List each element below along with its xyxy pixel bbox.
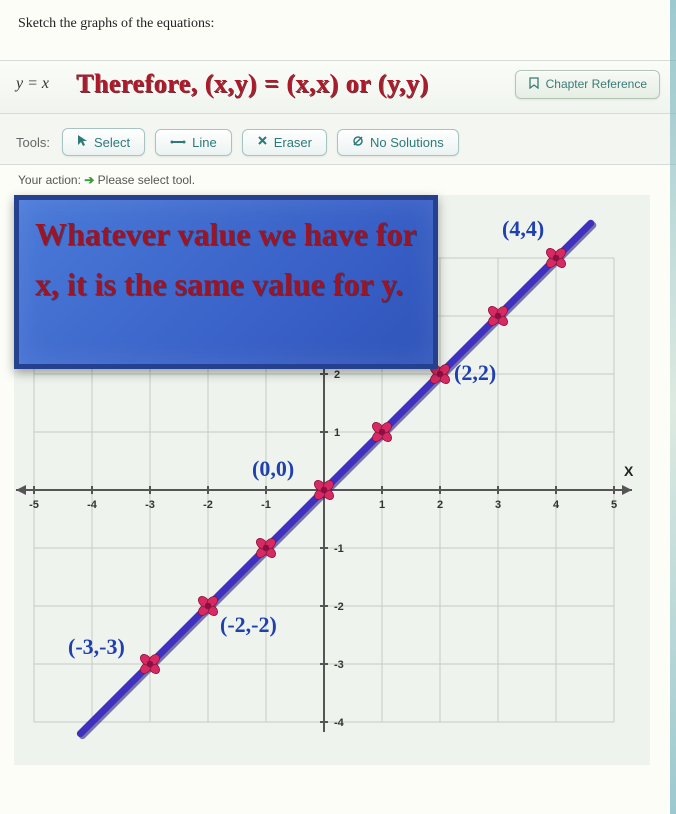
svg-text:-3: -3 [145, 499, 155, 511]
svg-text:1: 1 [379, 499, 385, 511]
eraser-icon [257, 135, 268, 149]
svg-text:-2: -2 [203, 499, 213, 511]
equation-text: y = x [16, 75, 64, 93]
no-solutions-label: No Solutions [370, 135, 444, 150]
action-text: Please select tool. [98, 173, 195, 187]
explanation-box: Whatever value we have for x, it is the … [14, 195, 438, 369]
svg-text:(-3,-3): (-3,-3) [68, 634, 125, 659]
bookmark-icon [528, 77, 540, 92]
svg-text:-3: -3 [334, 659, 344, 671]
select-button[interactable]: Select [62, 128, 145, 156]
toolbar: Tools: Select Line Eraser No Solutions [0, 114, 676, 165]
svg-text:(2,2): (2,2) [454, 360, 496, 385]
no-solutions-button[interactable]: No Solutions [337, 129, 459, 156]
line-icon [170, 135, 186, 149]
eraser-label: Eraser [274, 135, 312, 150]
svg-text:-4: -4 [87, 499, 98, 511]
svg-text:-4: -4 [334, 717, 345, 729]
annotation-top: Therefore, (x,y) = (x,x) or (y,y) [76, 69, 515, 99]
equation-bar: y = x Therefore, (x,y) = (x,x) or (y,y) … [0, 60, 676, 114]
svg-text:-5: -5 [29, 499, 39, 511]
svg-text:5: 5 [611, 499, 617, 511]
svg-text:(0,0): (0,0) [252, 456, 294, 481]
select-label: Select [94, 135, 130, 150]
svg-text:-1: -1 [334, 543, 344, 555]
svg-text:X: X [624, 463, 634, 479]
empty-set-icon [352, 135, 364, 150]
chapter-reference-label: Chapter Reference [546, 77, 647, 91]
chart-area[interactable]: X-5-4-3-2-112345-4-3-2-11234(4,4)(2,2)(0… [14, 195, 650, 765]
svg-text:(-2,-2): (-2,-2) [220, 612, 277, 637]
action-line: Your action: ➔ Please select tool. [0, 165, 676, 191]
page: Sketch the graphs of the equations: y = … [0, 0, 676, 814]
action-prefix: Your action: [18, 173, 81, 187]
svg-text:2: 2 [334, 369, 340, 381]
svg-text:-1: -1 [261, 499, 271, 511]
eraser-button[interactable]: Eraser [242, 129, 327, 156]
chapter-reference-button[interactable]: Chapter Reference [515, 70, 660, 99]
svg-text:1: 1 [334, 427, 340, 439]
line-button[interactable]: Line [155, 129, 232, 156]
instructions-text: Sketch the graphs of the equations: [0, 0, 676, 32]
cursor-icon [77, 134, 88, 150]
tools-label: Tools: [16, 135, 50, 150]
svg-text:4: 4 [553, 499, 560, 511]
svg-text:2: 2 [437, 499, 443, 511]
svg-text:3: 3 [495, 499, 501, 511]
svg-text:(4,4): (4,4) [502, 216, 544, 241]
arrow-icon: ➔ [84, 173, 97, 187]
right-edge-decoration [670, 0, 676, 814]
svg-text:-2: -2 [334, 601, 344, 613]
line-label: Line [192, 135, 217, 150]
